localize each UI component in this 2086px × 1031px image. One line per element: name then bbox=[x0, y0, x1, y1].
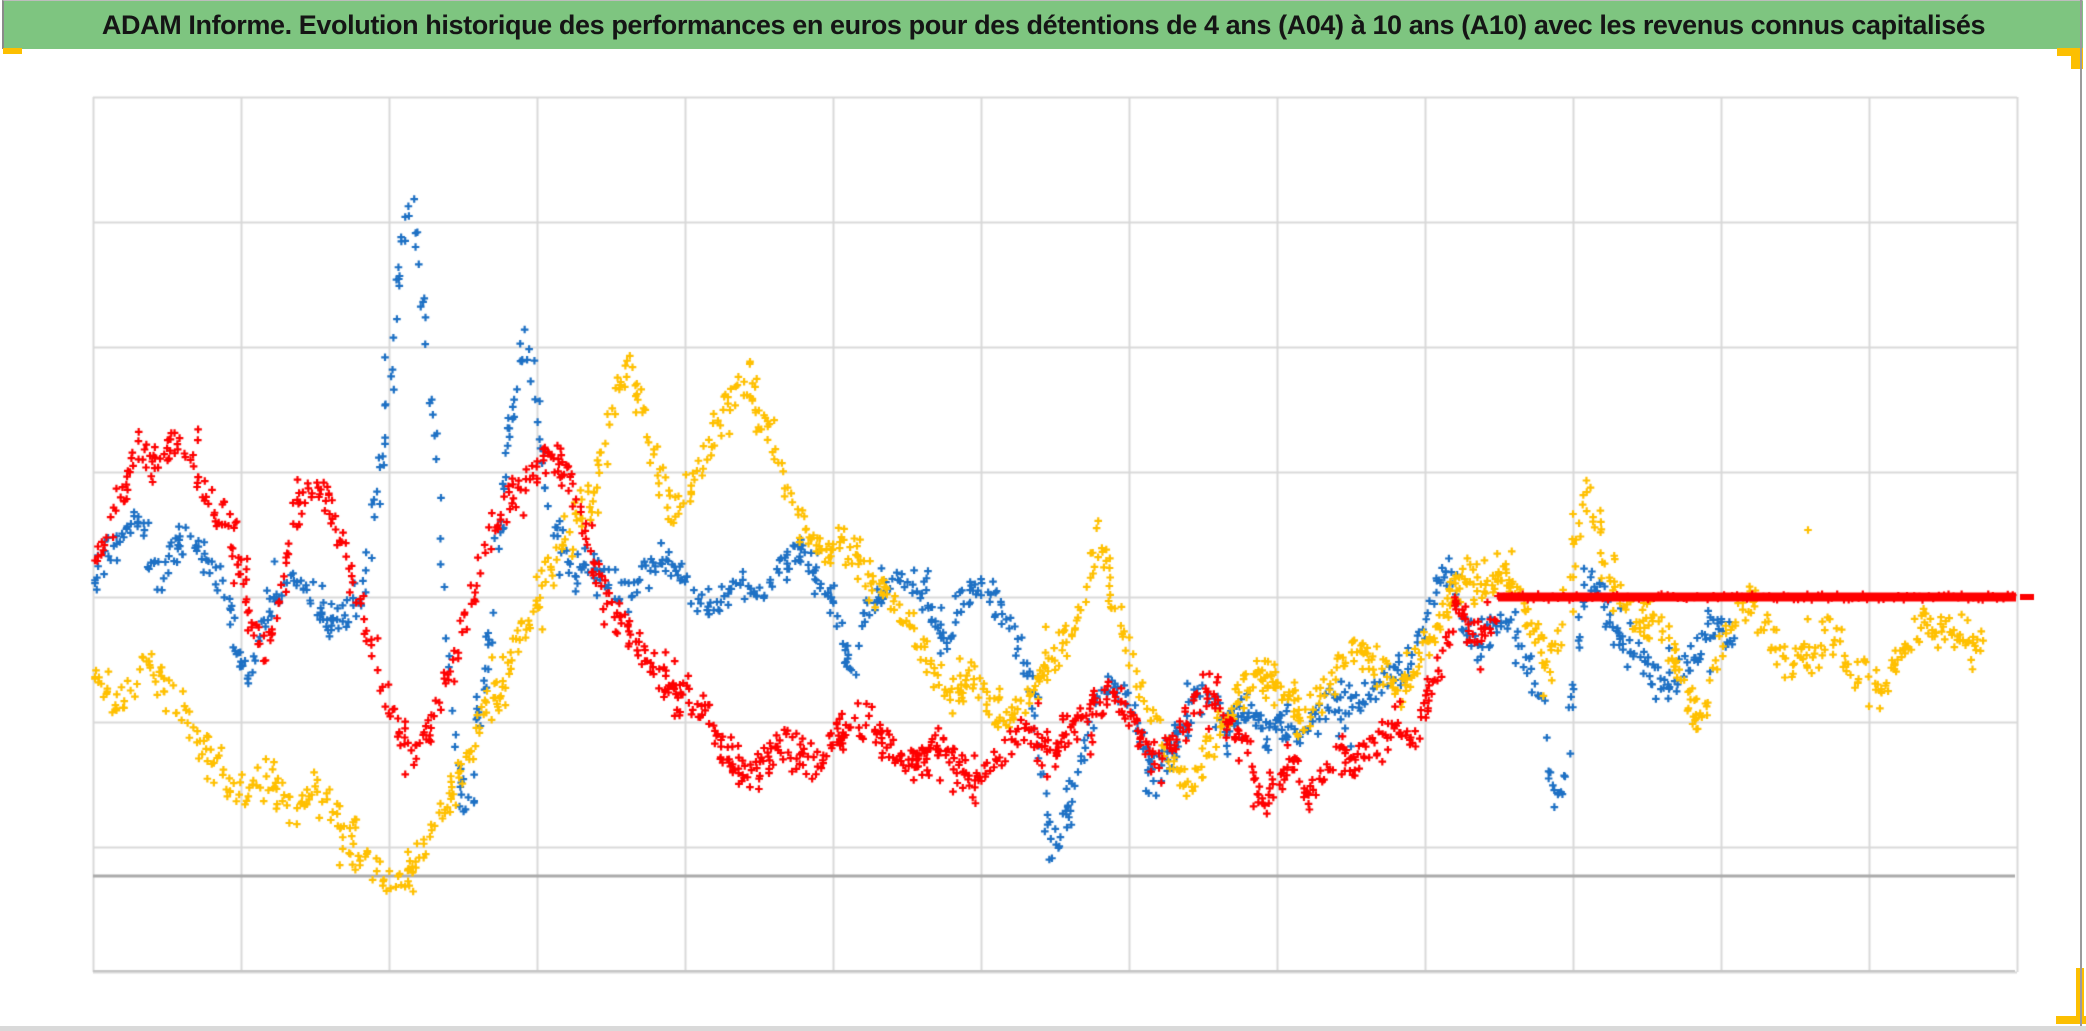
chart-title: ADAM Informe. Evolution historique des p… bbox=[101, 10, 1986, 40]
chart-title-bar: ADAM Informe. Evolution historique des p… bbox=[2, 0, 2083, 49]
selection-handle-top-left[interactable] bbox=[3, 48, 22, 54]
selection-handle-top-right[interactable] bbox=[2057, 48, 2083, 56]
selection-handle-bottom-right[interactable] bbox=[2056, 1016, 2086, 1024]
sheet-right-border bbox=[2080, 0, 2082, 1031]
sheet-bottom-strip bbox=[0, 1026, 2086, 1031]
